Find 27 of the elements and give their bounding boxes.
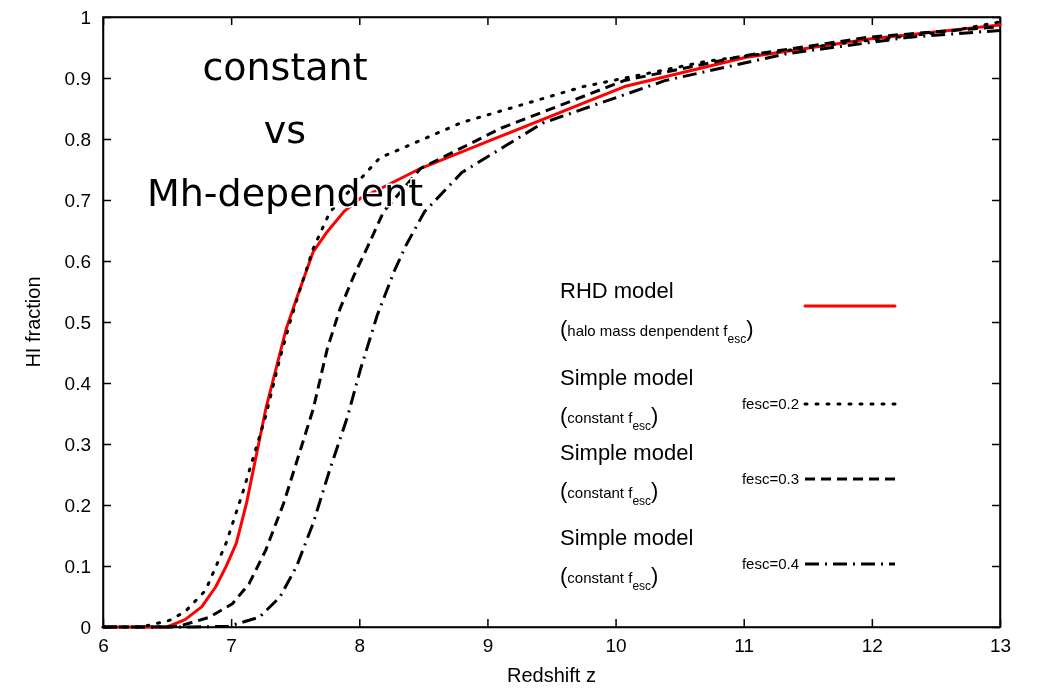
x-tick-label: 13 (989, 635, 1012, 657)
x-tick-label: 8 (354, 635, 366, 657)
y-tick-label: 0.6 (64, 250, 91, 272)
y-tick-label: 0.1 (64, 555, 91, 577)
x-tick-label: 10 (605, 635, 627, 657)
x-axis-title: Redshift z (507, 664, 596, 686)
x-tick-label: 6 (98, 635, 109, 657)
y-tick-label: 0.4 (64, 372, 92, 394)
y-tick-label: 0.5 (64, 311, 91, 333)
annotation: vs (263, 108, 307, 152)
y-tick-label: 0.7 (64, 189, 91, 211)
y-axis-title: HI fraction (22, 276, 44, 368)
annotation: constant (202, 45, 368, 89)
text: Simple model (constant f$_{esc}$) fesc=0.3 (560, 440, 799, 508)
y-tick-label: 1 (80, 6, 91, 28)
legend-label: RHD model (halo mass denpendent f$_{esc}$) (560, 278, 754, 346)
y-tick-label: 0.8 (64, 128, 91, 150)
text: Simple model (constant f$_{esc}$) fesc=0.2 (560, 365, 799, 433)
x-tick-label: 11 (734, 635, 755, 657)
y-tick-label: 0.9 (64, 67, 91, 89)
y-tick-label: 0.3 (64, 433, 91, 455)
y-tick-label: 0 (80, 616, 91, 638)
x-tick-label: 12 (861, 635, 883, 657)
x-tick-label: 7 (226, 635, 237, 657)
x-tick-label: 9 (482, 635, 494, 657)
y-tick-label: 0.2 (64, 494, 91, 516)
text: Simple model (constant f$_{esc}$) fesc=0.4 (560, 525, 799, 593)
